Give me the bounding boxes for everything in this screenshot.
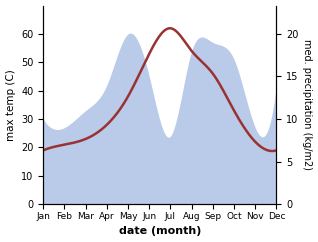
Y-axis label: max temp (C): max temp (C): [5, 69, 16, 141]
X-axis label: date (month): date (month): [119, 227, 201, 236]
Y-axis label: med. precipitation (kg/m2): med. precipitation (kg/m2): [302, 39, 313, 170]
